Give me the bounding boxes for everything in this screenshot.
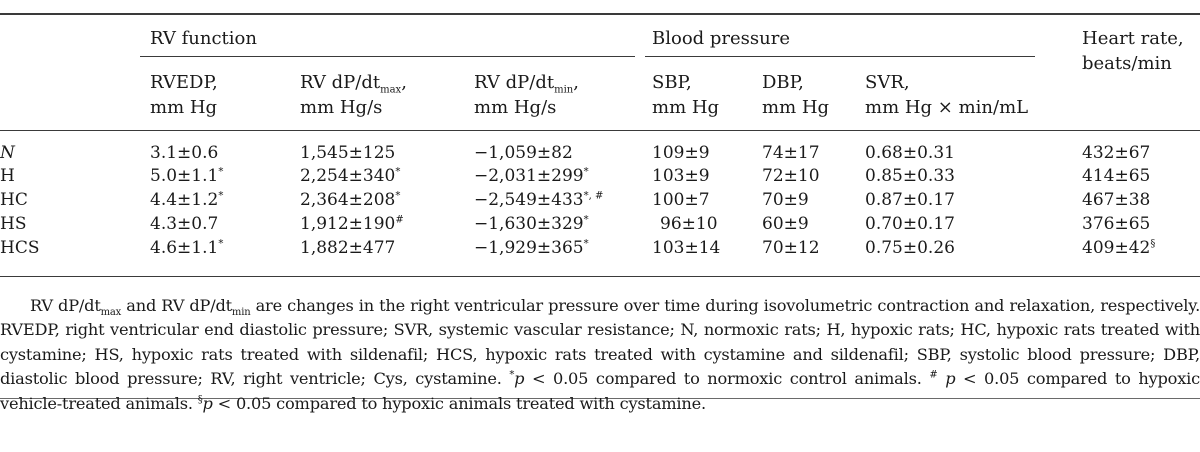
cell-svr: 0.75±0.26 bbox=[865, 238, 955, 258]
cell-dbp: 60±9 bbox=[762, 214, 809, 234]
cell-sbp: 103±14 bbox=[652, 238, 721, 258]
row-label: N bbox=[0, 143, 15, 163]
cell-rv-dpdt-min: −1,929±365* bbox=[474, 238, 589, 258]
cell-rv-dpdt-min: −2,549±433*, # bbox=[474, 190, 604, 210]
cell-heart-rate: 467±38 bbox=[1082, 190, 1151, 210]
row-label: HCS bbox=[0, 238, 40, 258]
cell-sbp: 100±7 bbox=[652, 190, 710, 210]
cell-heart-rate: 432±67 bbox=[1082, 143, 1151, 163]
cell-dbp: 72±10 bbox=[762, 166, 820, 186]
cell-sbp: 109±9 bbox=[652, 143, 710, 163]
row-label: HC bbox=[0, 190, 28, 210]
cell-rv-dpdt-min: −1,630±329* bbox=[474, 214, 589, 234]
cell-dbp: 74±17 bbox=[762, 143, 820, 163]
column-header-rvedp: RVEDP, mm Hg bbox=[150, 72, 218, 118]
cell-rv-dpdt-max: 1,882±477 bbox=[300, 238, 396, 258]
cell-rv-dpdt-min: −1,059±82 bbox=[474, 143, 573, 163]
row-label: H bbox=[0, 166, 15, 186]
cell-heart-rate: 376±65 bbox=[1082, 214, 1151, 234]
column-header-rv-dpdt-min: RV dP/dtmin, mm Hg/s bbox=[474, 72, 579, 118]
rv-function-underline bbox=[140, 56, 635, 57]
cell-rv-dpdt-min: −2,031±299* bbox=[474, 166, 589, 186]
header-bottom-rule bbox=[0, 130, 1200, 131]
row-label: HS bbox=[0, 214, 27, 234]
cell-heart-rate: 414±65 bbox=[1082, 166, 1151, 186]
column-header-rv-dpdt-max: RV dP/dtmax, mm Hg/s bbox=[300, 72, 407, 118]
cell-rvedp: 3.1±0.6 bbox=[150, 143, 219, 163]
cell-rv-dpdt-max: 1,545±125 bbox=[300, 143, 396, 163]
table-body-bottom-rule bbox=[0, 276, 1200, 277]
group-header-blood-pressure: Blood pressure bbox=[652, 28, 791, 49]
cell-dbp: 70±9 bbox=[762, 190, 809, 210]
blood-pressure-underline bbox=[645, 56, 1035, 57]
cell-svr: 0.85±0.33 bbox=[865, 166, 955, 186]
table-top-rule bbox=[0, 13, 1200, 15]
column-header-svr: SVR, mm Hg × min/mL bbox=[865, 72, 1029, 118]
cell-svr: 0.87±0.17 bbox=[865, 190, 955, 210]
cell-rvedp: 5.0±1.1* bbox=[150, 166, 224, 186]
cell-svr: 0.70±0.17 bbox=[865, 214, 955, 234]
cell-rvedp: 4.3±0.7 bbox=[150, 214, 219, 234]
column-header-dbp: DBP, mm Hg bbox=[762, 72, 830, 118]
column-header-heart-rate: Heart rate, beats/min bbox=[1082, 28, 1184, 74]
table-footnote: RV dP/dtmax and RV dP/dtmin are changes … bbox=[0, 296, 1200, 413]
cell-rv-dpdt-max: 2,254±340* bbox=[300, 166, 401, 186]
cell-heart-rate: 409±42§ bbox=[1082, 238, 1156, 258]
cell-sbp: 96±10 bbox=[660, 214, 718, 234]
cell-rvedp: 4.4±1.2* bbox=[150, 190, 224, 210]
cell-rv-dpdt-max: 2,364±208* bbox=[300, 190, 401, 210]
cell-rvedp: 4.6±1.1* bbox=[150, 238, 224, 258]
cell-sbp: 103±9 bbox=[652, 166, 710, 186]
cell-dbp: 70±12 bbox=[762, 238, 820, 258]
column-header-sbp: SBP, mm Hg bbox=[652, 72, 720, 118]
cell-rv-dpdt-max: 1,912±190# bbox=[300, 214, 404, 234]
cell-svr: 0.68±0.31 bbox=[865, 143, 955, 163]
group-header-rv-function: RV function bbox=[150, 28, 257, 49]
table-end-rule bbox=[0, 398, 1200, 399]
